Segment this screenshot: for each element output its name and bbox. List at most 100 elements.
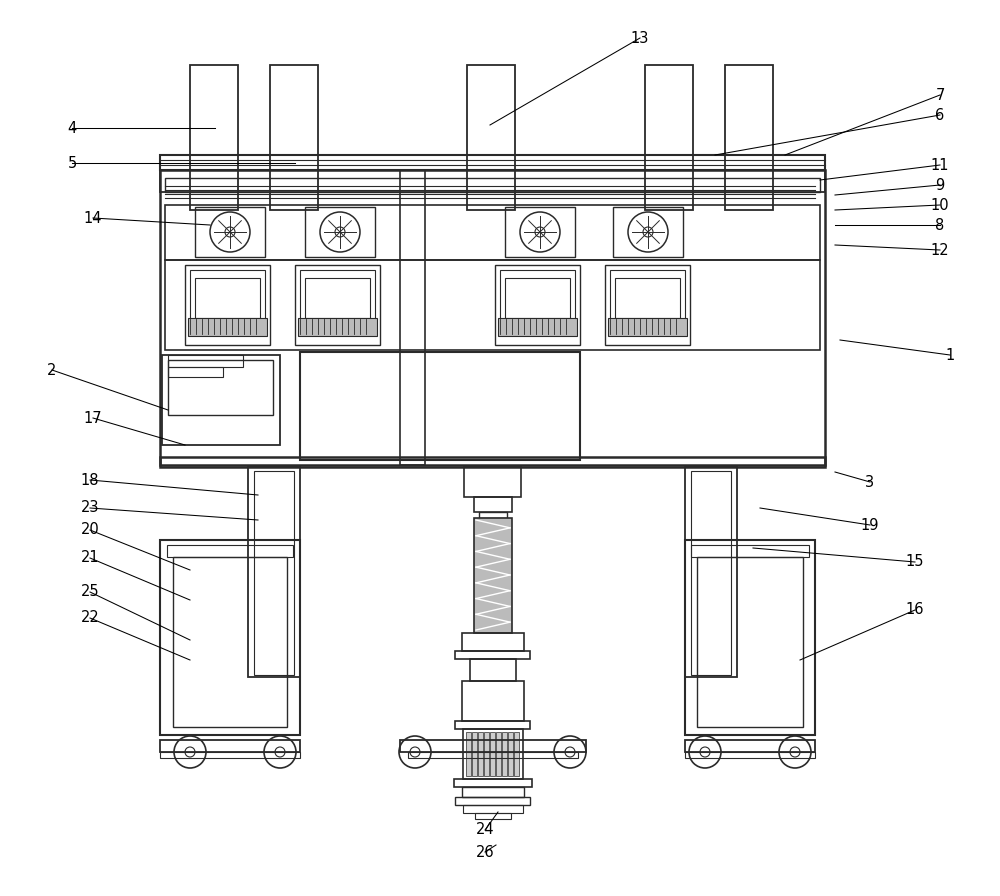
Text: 5: 5 [67, 156, 77, 170]
Text: 10: 10 [931, 197, 949, 212]
Bar [505, 207, 575, 257]
Bar [685, 752, 815, 758]
Text: 1: 1 [945, 348, 955, 363]
Bar [165, 260, 820, 350]
Text: 18: 18 [81, 472, 99, 487]
Bar [195, 278, 260, 318]
Bar [490, 732, 495, 776]
Text: 4: 4 [67, 120, 77, 135]
Bar [162, 355, 280, 445]
Bar [610, 270, 685, 320]
Bar [466, 732, 471, 776]
Bar [478, 732, 483, 776]
Bar [463, 805, 523, 813]
Text: 17: 17 [84, 410, 102, 426]
Bar [190, 270, 265, 320]
Text: 19: 19 [861, 518, 879, 532]
Bar [300, 352, 580, 460]
Bar [165, 205, 820, 260]
Bar [167, 545, 293, 557]
Bar [496, 732, 501, 776]
Bar [188, 318, 267, 336]
Text: 6: 6 [935, 108, 945, 123]
Bar [165, 178, 820, 192]
Text: 16: 16 [906, 602, 924, 617]
Bar [608, 318, 687, 336]
Text: 26: 26 [476, 845, 494, 859]
Bar [400, 740, 586, 752]
Bar [615, 278, 680, 318]
Bar [508, 732, 513, 776]
Text: 21: 21 [81, 550, 99, 565]
Bar [697, 557, 803, 727]
Text: 20: 20 [81, 522, 99, 538]
Bar [505, 278, 570, 318]
Text: 15: 15 [906, 555, 924, 570]
Bar [613, 207, 683, 257]
Bar [685, 540, 815, 735]
Bar [685, 740, 815, 752]
Text: 24: 24 [476, 823, 494, 838]
Bar [474, 518, 512, 633]
Bar [645, 65, 693, 210]
Text: 2: 2 [47, 363, 57, 377]
Bar [408, 752, 578, 758]
Text: 23: 23 [81, 501, 99, 515]
Bar [270, 65, 318, 210]
Bar [685, 467, 737, 677]
Bar [691, 545, 809, 557]
Bar [455, 651, 530, 659]
Bar [500, 270, 575, 320]
Bar [305, 207, 375, 257]
Text: 14: 14 [84, 211, 102, 226]
Bar [190, 65, 238, 210]
Bar [605, 265, 690, 345]
Bar [160, 752, 300, 758]
Bar [454, 779, 532, 787]
Text: 25: 25 [81, 584, 99, 599]
Bar [475, 813, 511, 819]
Text: 12: 12 [931, 243, 949, 257]
Text: 7: 7 [935, 88, 945, 102]
Bar [160, 457, 825, 467]
Text: 22: 22 [81, 610, 99, 625]
Bar [160, 540, 300, 735]
Bar [474, 497, 512, 512]
Text: 3: 3 [865, 475, 875, 489]
Bar [725, 65, 773, 210]
Bar [502, 732, 507, 776]
Bar [160, 155, 825, 170]
Bar [462, 787, 524, 797]
Bar [484, 732, 489, 776]
Text: 9: 9 [935, 177, 945, 193]
Bar [254, 471, 294, 675]
Bar [185, 265, 270, 345]
Bar [472, 732, 477, 776]
Bar [495, 265, 580, 345]
Bar [195, 207, 265, 257]
Bar [455, 721, 530, 729]
Bar [470, 659, 516, 681]
Bar [462, 681, 524, 721]
Bar [168, 367, 223, 377]
Bar [168, 360, 273, 415]
Bar [498, 318, 577, 336]
Bar [168, 355, 243, 367]
Bar [248, 467, 300, 677]
Bar [300, 270, 375, 320]
Bar [295, 265, 380, 345]
Bar [455, 797, 530, 805]
Bar [467, 65, 515, 210]
Text: 8: 8 [935, 218, 945, 232]
Bar [160, 740, 300, 752]
Bar [160, 170, 825, 465]
Bar [514, 732, 519, 776]
Bar [160, 170, 825, 192]
Bar [462, 633, 524, 651]
Bar [464, 467, 521, 497]
Bar [298, 318, 377, 336]
Bar [463, 729, 523, 779]
Bar [305, 278, 370, 318]
Bar [691, 471, 731, 675]
Bar [479, 512, 507, 518]
